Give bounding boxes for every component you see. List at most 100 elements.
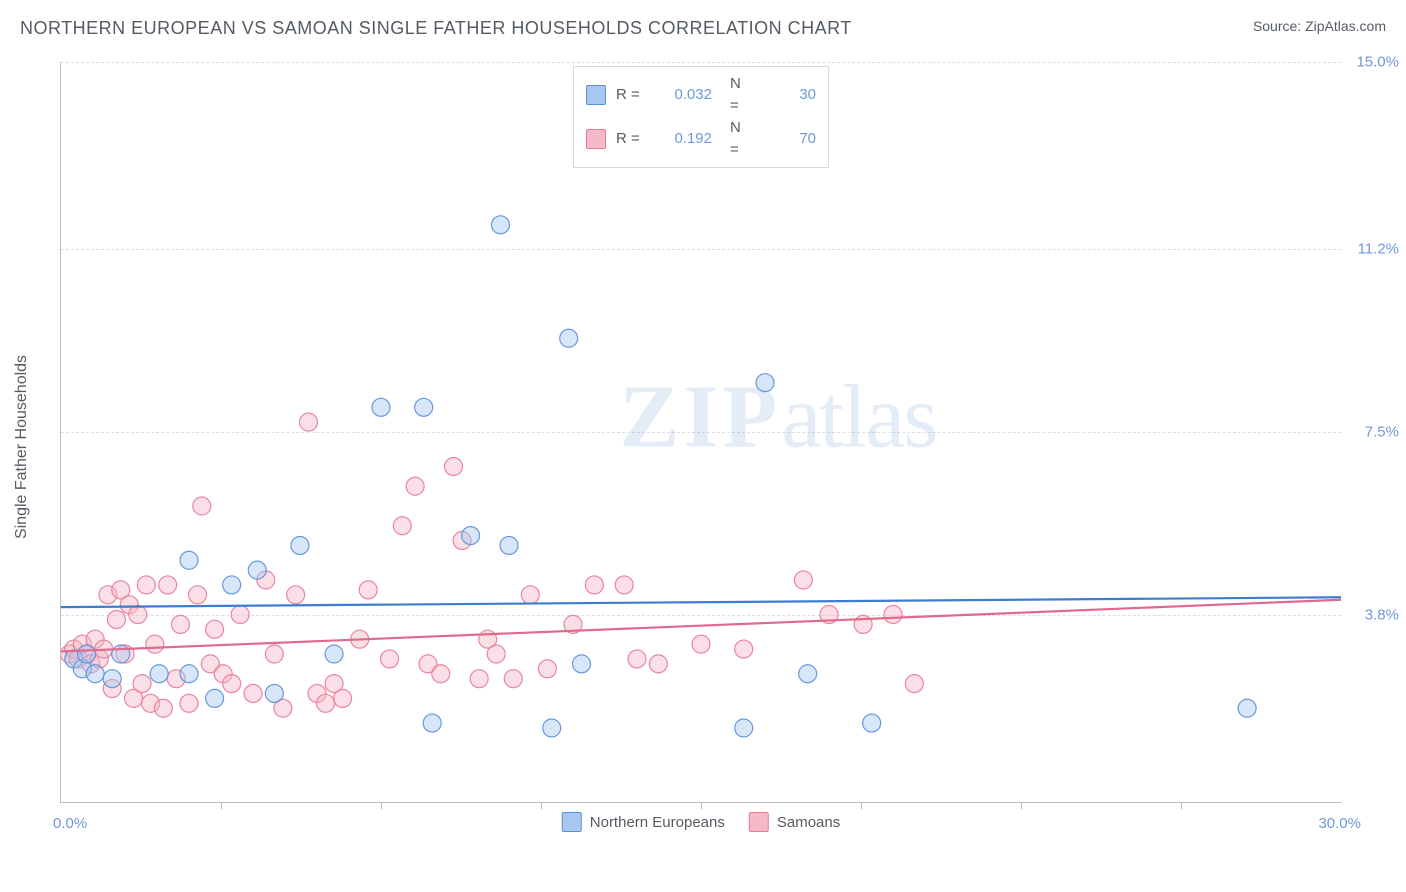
scatter-point — [560, 329, 578, 347]
stat-n-label: N = — [730, 73, 752, 117]
y-tick-label: 7.5% — [1347, 424, 1399, 441]
chart-title: NORTHERN EUROPEAN VS SAMOAN SINGLE FATHE… — [20, 18, 852, 38]
swatch-series-0 — [586, 85, 606, 105]
legend-item-1: Samoans — [749, 812, 840, 832]
scatter-point — [1238, 699, 1256, 717]
scatter-point — [585, 576, 603, 594]
scatter-point — [491, 216, 509, 234]
scatter-point — [244, 684, 262, 702]
legend-label-1: Samoans — [777, 814, 840, 831]
y-tick-label: 3.8% — [1347, 606, 1399, 623]
legend-item-0: Northern Europeans — [562, 812, 725, 832]
header: NORTHERN EUROPEAN VS SAMOAN SINGLE FATHE… — [20, 18, 1386, 48]
plot-wrap: Single Father Households R = 0.032 N = 3… — [50, 62, 1360, 832]
scatter-point — [317, 694, 335, 712]
x-tick — [861, 802, 862, 809]
scatter-point — [854, 615, 872, 633]
scatter-point — [351, 630, 369, 648]
source-attribution: Source: ZipAtlas.com — [1253, 18, 1386, 34]
scatter-point — [692, 635, 710, 653]
x-tick — [541, 802, 542, 809]
stat-r-value-1: 0.192 — [658, 128, 712, 150]
x-tick — [1021, 802, 1022, 809]
scatter-point — [265, 645, 283, 663]
stat-r-value-0: 0.032 — [658, 84, 712, 106]
scatter-point — [538, 660, 556, 678]
scatter-point — [180, 551, 198, 569]
scatter-point — [462, 527, 480, 545]
scatter-point — [649, 655, 667, 673]
stat-n-value-1: 70 — [762, 128, 816, 150]
y-tick-label: 15.0% — [1347, 54, 1399, 71]
scatter-point — [180, 694, 198, 712]
scatter-point — [863, 714, 881, 732]
scatter-point — [615, 576, 633, 594]
x-tick — [221, 802, 222, 809]
stats-row-series-0: R = 0.032 N = 30 — [586, 73, 816, 117]
scatter-point — [193, 497, 211, 515]
stats-row-series-1: R = 0.192 N = 70 — [586, 117, 816, 161]
scatter-point — [129, 606, 147, 624]
x-tick — [1181, 802, 1182, 809]
source-name: ZipAtlas.com — [1305, 18, 1386, 34]
scatter-points-layer — [61, 62, 1341, 802]
stats-legend: R = 0.032 N = 30 R = 0.192 N = 70 — [573, 66, 829, 168]
scatter-point — [905, 675, 923, 693]
scatter-point — [146, 635, 164, 653]
scatter-point — [154, 699, 172, 717]
stat-r-label: R = — [616, 84, 648, 106]
scatter-point — [564, 615, 582, 633]
x-tick — [381, 802, 382, 809]
scatter-point — [884, 606, 902, 624]
scatter-point — [500, 536, 518, 554]
scatter-point — [415, 398, 433, 416]
scatter-point — [432, 665, 450, 683]
stat-r-label: R = — [616, 128, 648, 150]
scatter-point — [171, 615, 189, 633]
scatter-point — [334, 689, 352, 707]
stat-n-value-0: 30 — [762, 84, 816, 106]
scatter-point — [521, 586, 539, 604]
scatter-point — [470, 670, 488, 688]
y-axis-label: Single Father Households — [13, 355, 31, 539]
scatter-point — [423, 714, 441, 732]
scatter-point — [573, 655, 591, 673]
scatter-point — [150, 665, 168, 683]
scatter-point — [223, 576, 241, 594]
scatter-point — [231, 606, 249, 624]
scatter-point — [735, 719, 753, 737]
scatter-point — [133, 675, 151, 693]
scatter-point — [381, 650, 399, 668]
scatter-point — [95, 640, 113, 658]
scatter-point — [137, 576, 155, 594]
scatter-point — [112, 645, 130, 663]
scatter-point — [799, 665, 817, 683]
x-max-label: 30.0% — [1318, 815, 1361, 832]
scatter-point — [820, 606, 838, 624]
y-tick-label: 11.2% — [1347, 241, 1399, 258]
scatter-point — [86, 665, 104, 683]
scatter-point — [406, 477, 424, 495]
scatter-point — [543, 719, 561, 737]
scatter-point — [735, 640, 753, 658]
swatch-series-1 — [586, 129, 606, 149]
x-tick — [701, 802, 702, 809]
bottom-legend: Northern Europeans Samoans — [562, 812, 840, 832]
scatter-point — [372, 398, 390, 416]
scatter-point — [265, 684, 283, 702]
scatter-point — [756, 374, 774, 392]
x-min-label: 0.0% — [53, 815, 87, 832]
source-prefix: Source: — [1253, 18, 1305, 34]
scatter-point — [393, 517, 411, 535]
legend-swatch-0 — [562, 812, 582, 832]
scatter-point — [248, 561, 266, 579]
plot-area: R = 0.032 N = 30 R = 0.192 N = 70 ZIPatl… — [60, 62, 1341, 803]
scatter-point — [287, 586, 305, 604]
scatter-point — [445, 458, 463, 476]
scatter-point — [359, 581, 377, 599]
legend-swatch-1 — [749, 812, 769, 832]
scatter-point — [78, 645, 96, 663]
scatter-point — [206, 689, 224, 707]
legend-label-0: Northern Europeans — [590, 814, 725, 831]
scatter-point — [487, 645, 505, 663]
